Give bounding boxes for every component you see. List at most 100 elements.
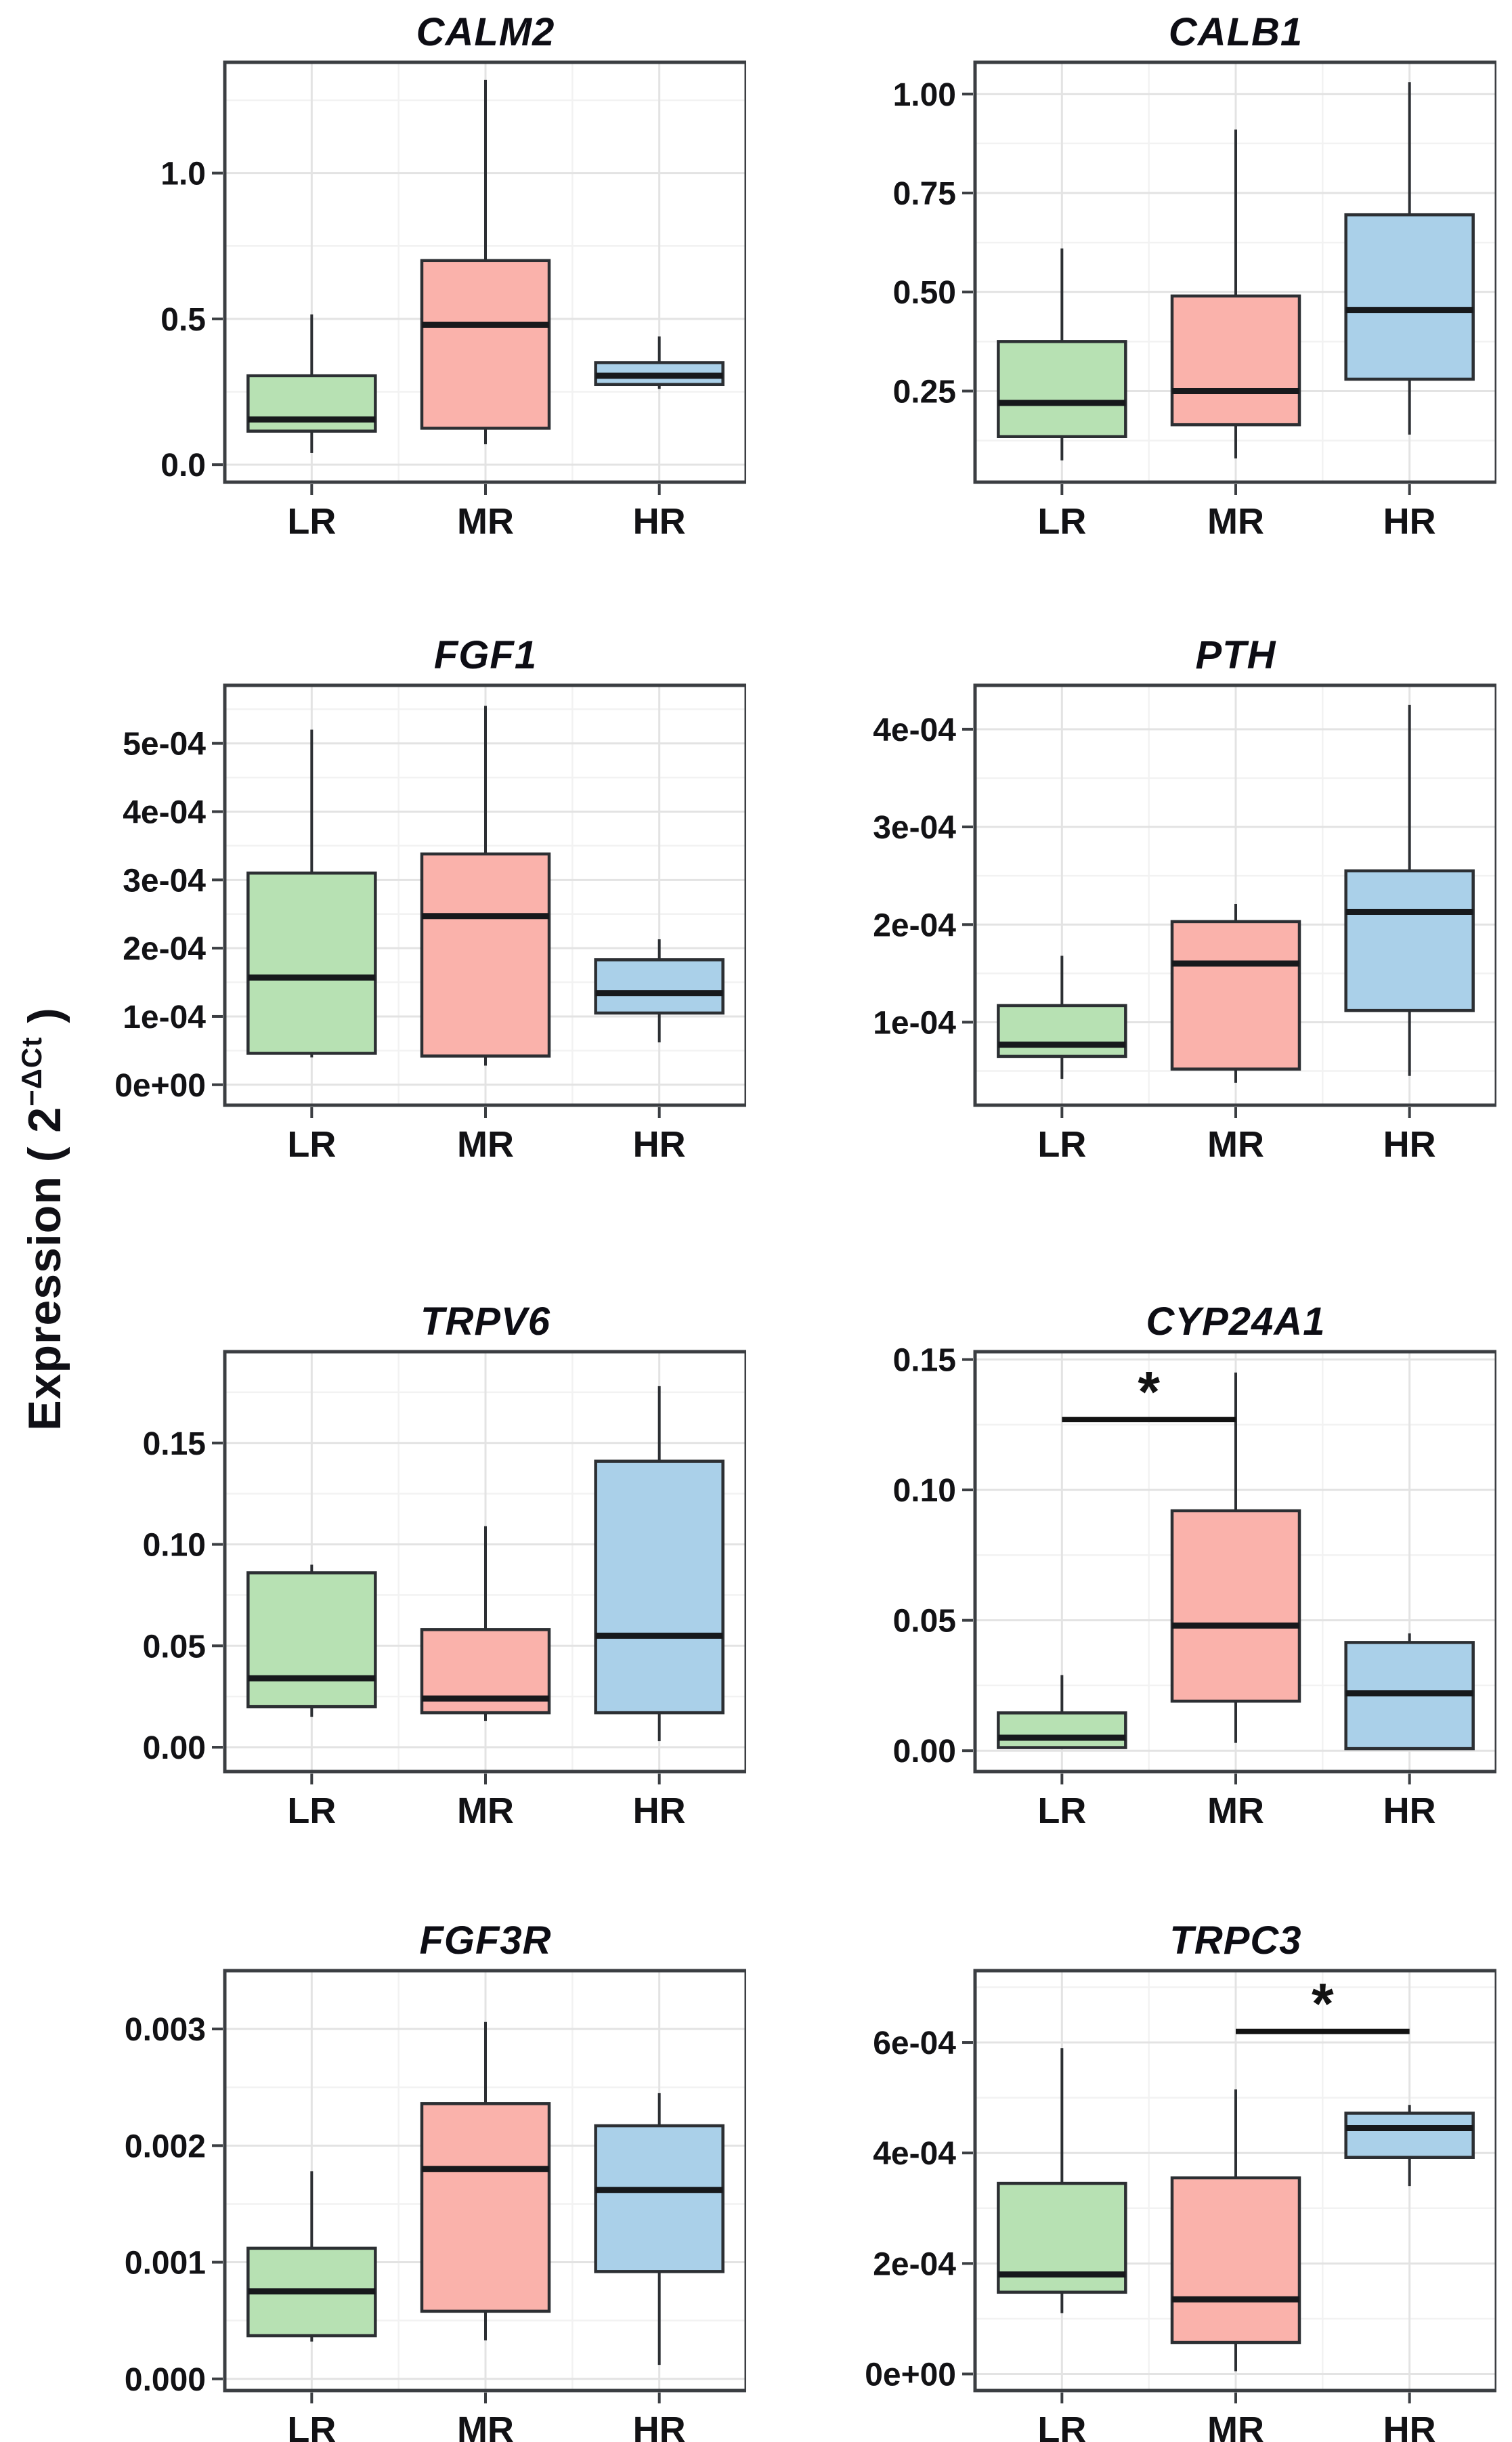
y-tick-label: 0.05 [143,1629,206,1665]
significance-annotation: * [1236,1972,1410,2036]
iqr-box [1344,2112,1475,2159]
box-lr [997,248,1127,460]
boxes [246,1386,725,1742]
x-tick-label: LR [287,501,336,542]
axes: 0e+00 1e-04 2e-04 3e-04 4e-04 5e-04 LR MR HR [114,727,685,1165]
iqr-box [594,2124,725,2273]
box-lr [246,1564,377,1717]
box-lr [997,956,1127,1079]
y-tick-label: 0.50 [893,275,956,311]
y-tick-label: 4e-04 [873,2136,956,2172]
iqr-box [420,259,551,430]
axes: 1e-04 2e-04 3e-04 4e-04 LR MR HR [873,712,1435,1165]
panel-pth: PTH 1e-04 2e-04 3e-04 4e-04 LR MR HR [829,628,1496,1174]
box-mr [420,2021,551,2340]
x-tick-label: LR [1037,1124,1086,1165]
panel-border [223,1969,746,2393]
x-tick-label: HR [1383,2409,1436,2442]
panel-title-fgf3r: FGF3R [419,1919,552,1963]
panel-border [973,1969,1496,2393]
iqr-box [997,340,1127,438]
y-tick-label: 6e-04 [873,2026,956,2061]
x-tick-label: MR [457,1791,514,1831]
y-tick-label: 2e-04 [123,931,206,967]
boxplot-trpc3: 0e+00 2e-04 4e-04 6e-04 LR MR HR * [865,1969,1496,2442]
box-hr [1344,82,1475,435]
axes: 0.00 0.05 0.10 0.15 LR MR HR [143,1426,686,1831]
iqr-box [1170,294,1301,427]
x-tick-label: MR [457,501,514,542]
y-tick-label: 2e-04 [873,2246,956,2282]
x-tick-label: HR [1383,1791,1436,1831]
y-tick-label: 5e-04 [123,727,206,763]
x-tick-label: HR [633,2409,686,2442]
panel-title-cyp24a1: CYP24A1 [1146,1300,1326,1344]
significance-star: * [1138,1360,1160,1423]
boxplot-fgf3r: 0.000 0.001 0.002 0.003 LR MR HR [125,1969,746,2442]
boxplot-cyp24a1: 0.00 0.05 0.10 0.15 LR MR HR * [893,1344,1496,1831]
iqr-box [246,374,377,433]
panel-border [223,60,746,484]
box-hr [1344,2105,1475,2187]
y-axis-label: Expression ( 2−ΔCt ) [16,1007,71,1430]
iqr-box [1344,869,1475,1012]
box-lr [997,1675,1127,1749]
y-tick-label: 1e-04 [123,1000,206,1035]
x-tick-label: LR [1037,2409,1086,2442]
x-tick-label: LR [287,1791,336,1831]
boxplot-calb1: 0.25 0.50 0.75 1.00 LR MR HR [893,60,1496,542]
y-tick-label: 0e+00 [865,2357,956,2393]
panel-title-trpc3: TRPC3 [1169,1919,1302,1963]
panel-border [973,60,1496,484]
boxplot-trpv6: 0.00 0.05 0.10 0.15 LR MR HR [143,1350,746,1831]
box-mr [1170,129,1301,458]
x-tick-label: HR [633,1124,686,1165]
iqr-box [420,2102,551,2313]
panel-fgf1: FGF1 0e+00 1e-04 2e-04 3e-04 4e-04 5e-04 LR MR H… [79,628,746,1174]
x-tick-label: MR [457,2409,514,2442]
y-tick-label: 2e-04 [873,907,956,943]
y-tick-label: 0.15 [143,1426,206,1462]
box-mr [420,1526,551,1721]
panel-border [973,1350,1496,1774]
box-hr [594,336,725,389]
x-tick-label: MR [1207,2409,1264,2442]
iqr-box [1344,213,1475,381]
boxes [997,82,1475,460]
box-lr [246,314,377,453]
iqr-box [594,958,725,1015]
x-tick-label: HR [633,1791,686,1831]
box-mr [1170,1372,1301,1743]
box-mr [420,79,551,445]
iqr-box [246,1571,377,1709]
panel-title-fgf1: FGF1 [433,633,538,677]
y-tick-label: 1.0 [160,156,206,192]
axes: 0e+00 2e-04 4e-04 6e-04 LR MR HR [865,2026,1435,2442]
x-tick-label: MR [1207,1791,1264,1831]
box-hr [1344,704,1475,1076]
boxplot-calm2: 0.0 0.5 1.0 LR MR HR [160,60,746,542]
y-tick-label: 1.00 [893,77,956,113]
y-tick-label: 0.10 [143,1528,206,1564]
panel-calm2: CALM2 0.0 0.5 1.0 LR MR HR [79,5,746,551]
panel-border [223,1350,746,1774]
x-tick-label: HR [1383,501,1436,542]
y-tick-label: 0.000 [125,2362,206,2398]
panel-title-trpv6: TRPV6 [420,1300,550,1344]
panel-trpv6: TRPV6 0.00 0.05 0.10 0.15 LR MR HR [79,1295,746,1840]
box-lr [246,729,377,1058]
iqr-box [246,871,377,1055]
boxes [246,79,725,453]
y-tick-label: 3e-04 [873,810,956,846]
iqr-box [1170,1509,1301,1703]
x-tick-label: HR [1383,1124,1436,1165]
panel-title-pth: PTH [1195,633,1276,677]
y-tick-label: 0.0 [160,448,206,484]
boxes [246,2021,725,2365]
significance-annotation: * [1062,1360,1236,1423]
y-tick-label: 0.10 [893,1473,956,1509]
axes: 0.25 0.50 0.75 1.00 LR MR HR [893,77,1436,542]
box-lr [997,2048,1127,2313]
iqr-box [420,852,551,1058]
